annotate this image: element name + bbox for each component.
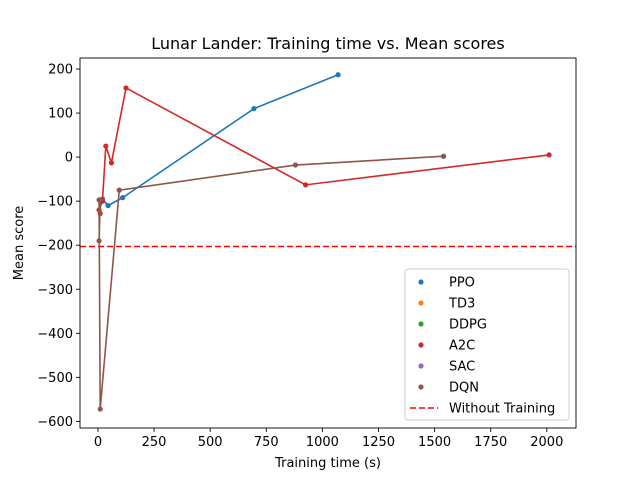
point-a2c-3 [103, 143, 109, 149]
y-axis-label: Mean score [12, 206, 27, 280]
point-dqn-5 [292, 162, 299, 168]
legend-label-ddpg: DDPG [449, 318, 487, 333]
legend-marker-ddpg [418, 321, 424, 327]
point-dqn-4 [116, 187, 122, 193]
y-tick-label-2: −400 [37, 327, 73, 342]
chart-title: Lunar Lander: Training time vs. Mean sco… [151, 34, 504, 53]
y-tick-label-1: −500 [37, 371, 73, 386]
x-axis: 0 250 500 750 1000 1250 1500 1750 2000 [94, 428, 563, 450]
point-ppo-4 [335, 72, 341, 78]
x-tick-label-7: 1750 [474, 435, 507, 450]
y-tick-label-4: −200 [37, 239, 73, 254]
legend-marker-a2c [418, 342, 424, 348]
point-dqn-3 [97, 406, 103, 412]
legend-label-dqn: DQN [449, 381, 479, 396]
point-ppo-2 [120, 195, 126, 201]
x-tick-label-3: 750 [254, 435, 279, 450]
point-a2c-5 [123, 85, 129, 91]
point-ppo-1 [105, 202, 111, 209]
series-line-a2c [98, 86, 550, 214]
y-axis: −600 −500 −400 −300 −200 −100 0 100 200 [37, 63, 80, 430]
legend: PPO TD3 DDPG A2C SAC DQN Without Training [404, 268, 570, 421]
x-tick-label-4: 1000 [306, 435, 339, 450]
y-tick-label-3: −300 [37, 283, 73, 298]
point-a2c-4 [108, 160, 115, 166]
legend-label-sac: SAC [449, 360, 475, 375]
point-ppo-3 [251, 106, 257, 112]
point-a2c-6 [302, 182, 309, 188]
point-dqn-2 [96, 197, 102, 203]
point-dqn-0 [96, 238, 102, 244]
legend-label-td3: TD3 [448, 297, 475, 312]
y-tick-label-8: 200 [48, 63, 73, 78]
x-tick-label-6: 1500 [418, 435, 451, 450]
series-line-dqn [98, 155, 444, 410]
y-tick-label-5: −100 [37, 195, 73, 210]
y-tick-label-0: −600 [37, 415, 73, 430]
y-tick-label-6: 0 [65, 151, 73, 166]
legend-marker-sac [418, 363, 424, 369]
x-tick-label-1: 250 [142, 435, 167, 450]
plot-area [79, 57, 577, 429]
x-tick-label-2: 500 [198, 435, 223, 450]
x-axis-label: Training time (s) [274, 456, 381, 471]
plot-frame [79, 57, 577, 429]
legend-marker-dqn [418, 384, 424, 390]
x-tick-label-0: 0 [94, 435, 102, 450]
legend-marker-ppo [418, 279, 424, 285]
legend-label-without-training: Without Training [449, 402, 555, 417]
point-a2c-7 [546, 152, 552, 158]
legend-label-a2c: A2C [449, 339, 475, 354]
legend-marker-td3 [418, 300, 424, 306]
x-tick-label-5: 1250 [362, 435, 395, 450]
legend-box [404, 268, 570, 421]
legend-label-ppo: PPO [449, 276, 475, 291]
x-tick-label-8: 2000 [530, 435, 563, 450]
point-dqn-6 [440, 153, 447, 159]
y-tick-label-7: 100 [48, 107, 73, 122]
